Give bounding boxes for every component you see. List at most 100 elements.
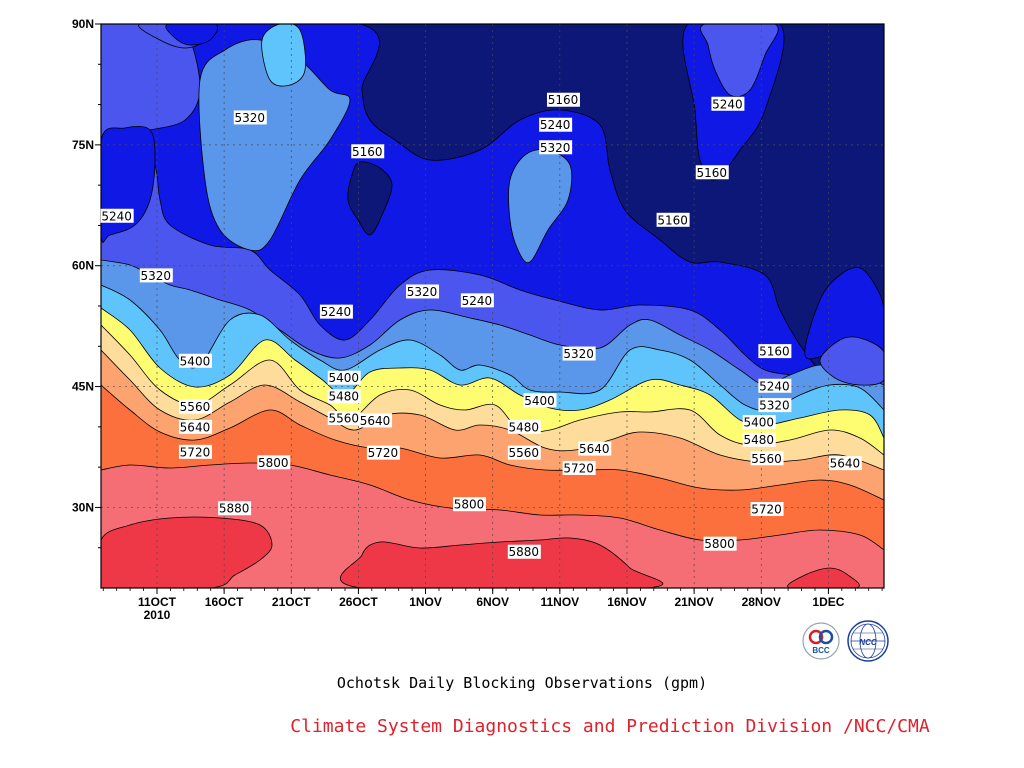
contour-label-text: 5320	[540, 141, 571, 155]
contour-label: 5720	[750, 502, 784, 517]
contour-label-bg	[656, 212, 690, 227]
contour-label: 5320	[539, 140, 573, 155]
contour-label: 5480	[327, 389, 361, 404]
contour-label-bg	[695, 165, 729, 180]
contour-label-text: 5560	[751, 452, 782, 466]
contour-label-bg	[562, 460, 596, 475]
contour-label-bg	[319, 304, 353, 319]
ncc-logo-text: NCC	[859, 638, 877, 647]
bcc-logo-swirl-blue	[818, 629, 834, 645]
contour-label: 5640	[359, 413, 393, 428]
contour-label-bg	[711, 96, 745, 111]
y-tick-label: 90N	[72, 17, 94, 31]
contour-label-text: 5880	[219, 502, 250, 516]
contour-label: 5240	[100, 208, 134, 223]
island-5160-top	[165, 24, 219, 46]
contour-label: 5560	[750, 451, 784, 466]
contour-label-text: 5720	[180, 445, 211, 459]
contour-label-bg	[178, 419, 212, 434]
contour-label-text: 5800	[704, 537, 735, 551]
contour-label-bg	[742, 415, 776, 430]
contour-label: 5240	[460, 293, 494, 308]
y-tick-label: 30N	[72, 500, 94, 514]
x-tick-label: 11NOV	[540, 595, 579, 609]
contour-label-text: 5480	[328, 390, 359, 404]
contour-label-text: 5800	[454, 498, 485, 512]
contour-label: 5160	[758, 344, 792, 359]
contour-label-bg	[178, 353, 212, 368]
contour-label-bg	[750, 451, 784, 466]
contour-label: 5800	[453, 497, 487, 512]
contour-label-text: 5320	[563, 347, 594, 361]
contour-label: 5720	[562, 460, 596, 475]
x-year-label: 2010	[144, 608, 171, 622]
band-5800-5880	[101, 463, 884, 588]
contour-label: 5320	[139, 268, 173, 283]
island-below-5160-mid	[347, 161, 393, 236]
contour-label-text: 5240	[540, 118, 571, 132]
contour-label-bg	[523, 393, 557, 408]
y-axis: 30N 45N 60N 75N 90N	[72, 17, 101, 549]
contour-label: 5160	[351, 144, 385, 159]
contour-label-bg	[327, 370, 361, 385]
contour-label-text: 5400	[180, 354, 211, 368]
contour-label-text: 5560	[328, 411, 359, 425]
contour-label-bg	[828, 456, 862, 471]
contour-label-text: 5560	[180, 400, 211, 414]
contour-label-bg	[139, 268, 173, 283]
contour-label-text: 5640	[830, 457, 861, 471]
contour-label: 5640	[178, 419, 212, 434]
island-5240-5320-right	[819, 336, 884, 386]
contour-label-bg	[546, 92, 580, 107]
contour-label-bg	[100, 208, 134, 223]
contour-label-bg	[178, 444, 212, 459]
x-tick-label: 1DEC	[812, 595, 844, 609]
x-tick-label: 21NOV	[674, 595, 713, 609]
contour-label-text: 5640	[360, 414, 391, 428]
contour-label-text: 5240	[462, 294, 493, 308]
contour-label-text: 5480	[509, 420, 540, 434]
contour-label-bg	[758, 344, 792, 359]
contour-label: 5400	[327, 370, 361, 385]
contour-label-bg	[257, 455, 291, 470]
contour-label: 5560	[327, 410, 361, 425]
contour-label-text: 5160	[759, 345, 790, 359]
contour-label-text: 5640	[180, 420, 211, 434]
contour-label-bg	[233, 110, 267, 125]
island-above-5880-left	[101, 516, 273, 588]
contour-label-bg	[507, 445, 541, 460]
contour-label: 5320	[758, 398, 792, 413]
band-5640-5720-contour	[101, 349, 884, 471]
y-tick-label: 75N	[72, 138, 94, 152]
contour-islands	[101, 24, 884, 588]
contour-label-text: 5160	[696, 166, 727, 180]
contour-label: 5640	[828, 456, 862, 471]
island-above-5880-right	[787, 567, 860, 588]
contour-label: 5320	[233, 110, 267, 125]
contour-label-text: 5240	[101, 209, 132, 223]
contour-label-bg	[453, 497, 487, 512]
contour-label-bg	[578, 441, 612, 456]
contour-label: 5240	[539, 117, 573, 132]
contour-label: 5560	[507, 445, 541, 460]
contour-label-text: 5560	[509, 446, 540, 460]
contour-label: 5240	[711, 96, 745, 111]
contour-label: 5240	[319, 304, 353, 319]
x-tick-label: 28NOV	[742, 595, 781, 609]
contour-label-bg	[366, 445, 400, 460]
contour-label-text: 5880	[509, 545, 540, 559]
contour-label: 5560	[178, 399, 212, 414]
contour-label-text: 5400	[743, 416, 774, 430]
contour-label-text: 5320	[759, 399, 790, 413]
contour-label: 5480	[742, 432, 776, 447]
contour-label: 5320	[562, 346, 596, 361]
contour-label-text: 5320	[234, 111, 265, 125]
contour-label: 5400	[523, 393, 557, 408]
contour-label-text: 5160	[657, 213, 688, 227]
band-5240-5320-contour	[101, 24, 884, 381]
contour-label-bg	[507, 419, 541, 434]
x-tick-label: 1NOV	[409, 595, 442, 609]
contour-label-bg	[750, 502, 784, 517]
contour-label-bg	[507, 544, 541, 559]
